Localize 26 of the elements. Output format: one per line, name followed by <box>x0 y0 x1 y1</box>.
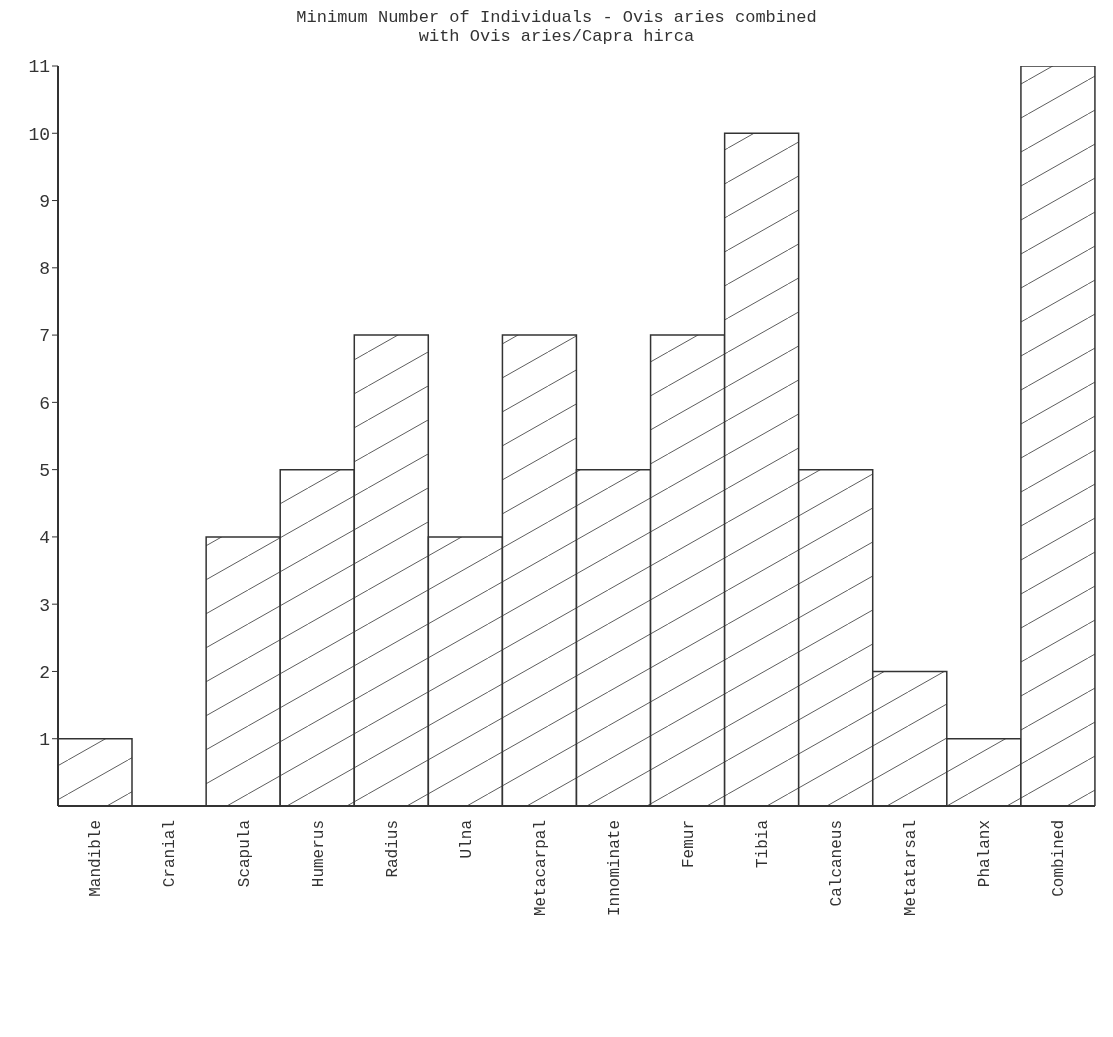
y-tick-label: 3 <box>39 595 50 616</box>
x-tick-label: Femur <box>679 820 698 869</box>
y-tick-label: 6 <box>39 393 50 414</box>
x-tick-label: Mandible <box>87 820 106 897</box>
x-tick-label: Ulna <box>457 819 476 859</box>
y-tick-label: 2 <box>39 662 50 683</box>
y-tick-label: 11 <box>28 57 50 78</box>
x-tick-label: Phalanx <box>976 820 995 888</box>
y-tick-label: 4 <box>39 528 50 549</box>
x-tick-label: Metatarsal <box>902 820 921 917</box>
y-tick-label: 7 <box>39 326 50 347</box>
x-tick-label: Tibia <box>754 819 773 869</box>
y-tick-label: 1 <box>39 730 50 751</box>
y-tick-label: 10 <box>28 124 50 145</box>
x-tick-label: Radius <box>383 820 402 878</box>
y-tick-label: 8 <box>39 259 50 280</box>
chart-title: Minimum Number of Individuals - Ovis aries combined with Ovis aries/Capra hirca <box>295 8 818 46</box>
x-tick-label: Metacarpal <box>531 820 550 917</box>
y-tick-label: 9 <box>39 191 50 212</box>
y-tick-label: 5 <box>39 461 50 482</box>
x-tick-label: Scapula <box>235 819 254 888</box>
x-tick-label: Calcaneus <box>828 820 847 907</box>
x-tick-label: Humerus <box>309 820 328 888</box>
x-tick-label: Innominate <box>605 820 624 917</box>
x-tick-label: Cranial <box>161 820 180 888</box>
x-tick-label: Combined <box>1050 820 1069 897</box>
